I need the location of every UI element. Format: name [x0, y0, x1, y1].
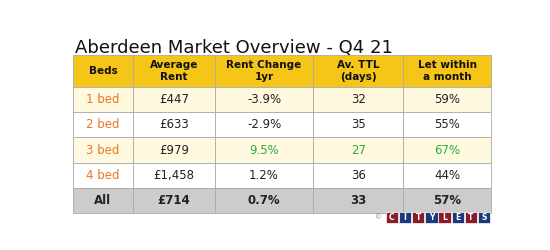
- Text: 2 bed: 2 bed: [86, 118, 120, 131]
- Text: 36: 36: [351, 169, 366, 182]
- Text: 9.5%: 9.5%: [249, 144, 279, 156]
- Text: 33: 33: [350, 194, 366, 207]
- Bar: [73, 112, 133, 138]
- Text: 0.7%: 0.7%: [248, 194, 280, 207]
- Text: Average
Rent: Average Rent: [150, 60, 199, 82]
- Bar: [314, 87, 403, 112]
- Bar: [399, 212, 411, 222]
- Bar: [314, 112, 403, 138]
- Text: I: I: [404, 212, 406, 222]
- Bar: [403, 163, 491, 188]
- Text: £447: £447: [159, 93, 189, 106]
- Text: Av. TTL
(days): Av. TTL (days): [337, 60, 379, 82]
- Text: ©: ©: [376, 214, 383, 220]
- Bar: [133, 163, 215, 188]
- Bar: [438, 212, 451, 222]
- Bar: [215, 163, 314, 188]
- Text: £714: £714: [158, 194, 190, 207]
- Text: All: All: [95, 194, 112, 207]
- Bar: [215, 55, 314, 87]
- Bar: [425, 212, 438, 222]
- Bar: [215, 87, 314, 112]
- Bar: [403, 138, 491, 163]
- Text: -3.9%: -3.9%: [247, 93, 281, 106]
- Text: £979: £979: [159, 144, 189, 156]
- Bar: [73, 163, 133, 188]
- Bar: [465, 212, 477, 222]
- Bar: [403, 112, 491, 138]
- Text: £1,458: £1,458: [153, 169, 195, 182]
- Text: 67%: 67%: [434, 144, 460, 156]
- Bar: [133, 87, 215, 112]
- Text: 59%: 59%: [434, 93, 460, 106]
- Bar: [478, 212, 491, 222]
- Text: S: S: [481, 212, 487, 222]
- Bar: [133, 112, 215, 138]
- Text: T: T: [416, 212, 421, 222]
- Text: 1.2%: 1.2%: [249, 169, 279, 182]
- Bar: [73, 55, 133, 87]
- Text: E: E: [455, 212, 460, 222]
- Text: C: C: [389, 212, 395, 222]
- Text: 57%: 57%: [433, 194, 461, 207]
- Bar: [215, 112, 314, 138]
- Bar: [73, 138, 133, 163]
- Bar: [412, 212, 425, 222]
- Bar: [403, 87, 491, 112]
- Bar: [386, 212, 398, 222]
- Bar: [133, 138, 215, 163]
- Text: Beds: Beds: [89, 66, 117, 76]
- Text: 3 bed: 3 bed: [86, 144, 120, 156]
- Text: 55%: 55%: [434, 118, 460, 131]
- Text: 44%: 44%: [434, 169, 460, 182]
- Text: 1 bed: 1 bed: [86, 93, 120, 106]
- Text: Aberdeen Market Overview - Q4 21: Aberdeen Market Overview - Q4 21: [75, 39, 393, 57]
- Bar: [133, 188, 215, 213]
- Text: 35: 35: [351, 118, 366, 131]
- Text: Rent Change
1yr: Rent Change 1yr: [227, 60, 302, 82]
- Text: Let within
a month: Let within a month: [417, 60, 477, 82]
- Bar: [314, 188, 403, 213]
- Bar: [403, 55, 491, 87]
- Bar: [314, 163, 403, 188]
- Bar: [314, 138, 403, 163]
- Bar: [314, 55, 403, 87]
- Bar: [73, 188, 133, 213]
- Text: £633: £633: [160, 118, 189, 131]
- Bar: [215, 138, 314, 163]
- Text: -2.9%: -2.9%: [247, 118, 281, 131]
- Bar: [133, 55, 215, 87]
- Bar: [403, 188, 491, 213]
- Text: L: L: [442, 212, 447, 222]
- Text: 4 bed: 4 bed: [86, 169, 120, 182]
- Bar: [73, 87, 133, 112]
- Text: Y: Y: [429, 212, 434, 222]
- Bar: [215, 188, 314, 213]
- Text: T: T: [468, 212, 474, 222]
- Bar: [452, 212, 464, 222]
- Text: 27: 27: [351, 144, 366, 156]
- Text: 32: 32: [351, 93, 366, 106]
